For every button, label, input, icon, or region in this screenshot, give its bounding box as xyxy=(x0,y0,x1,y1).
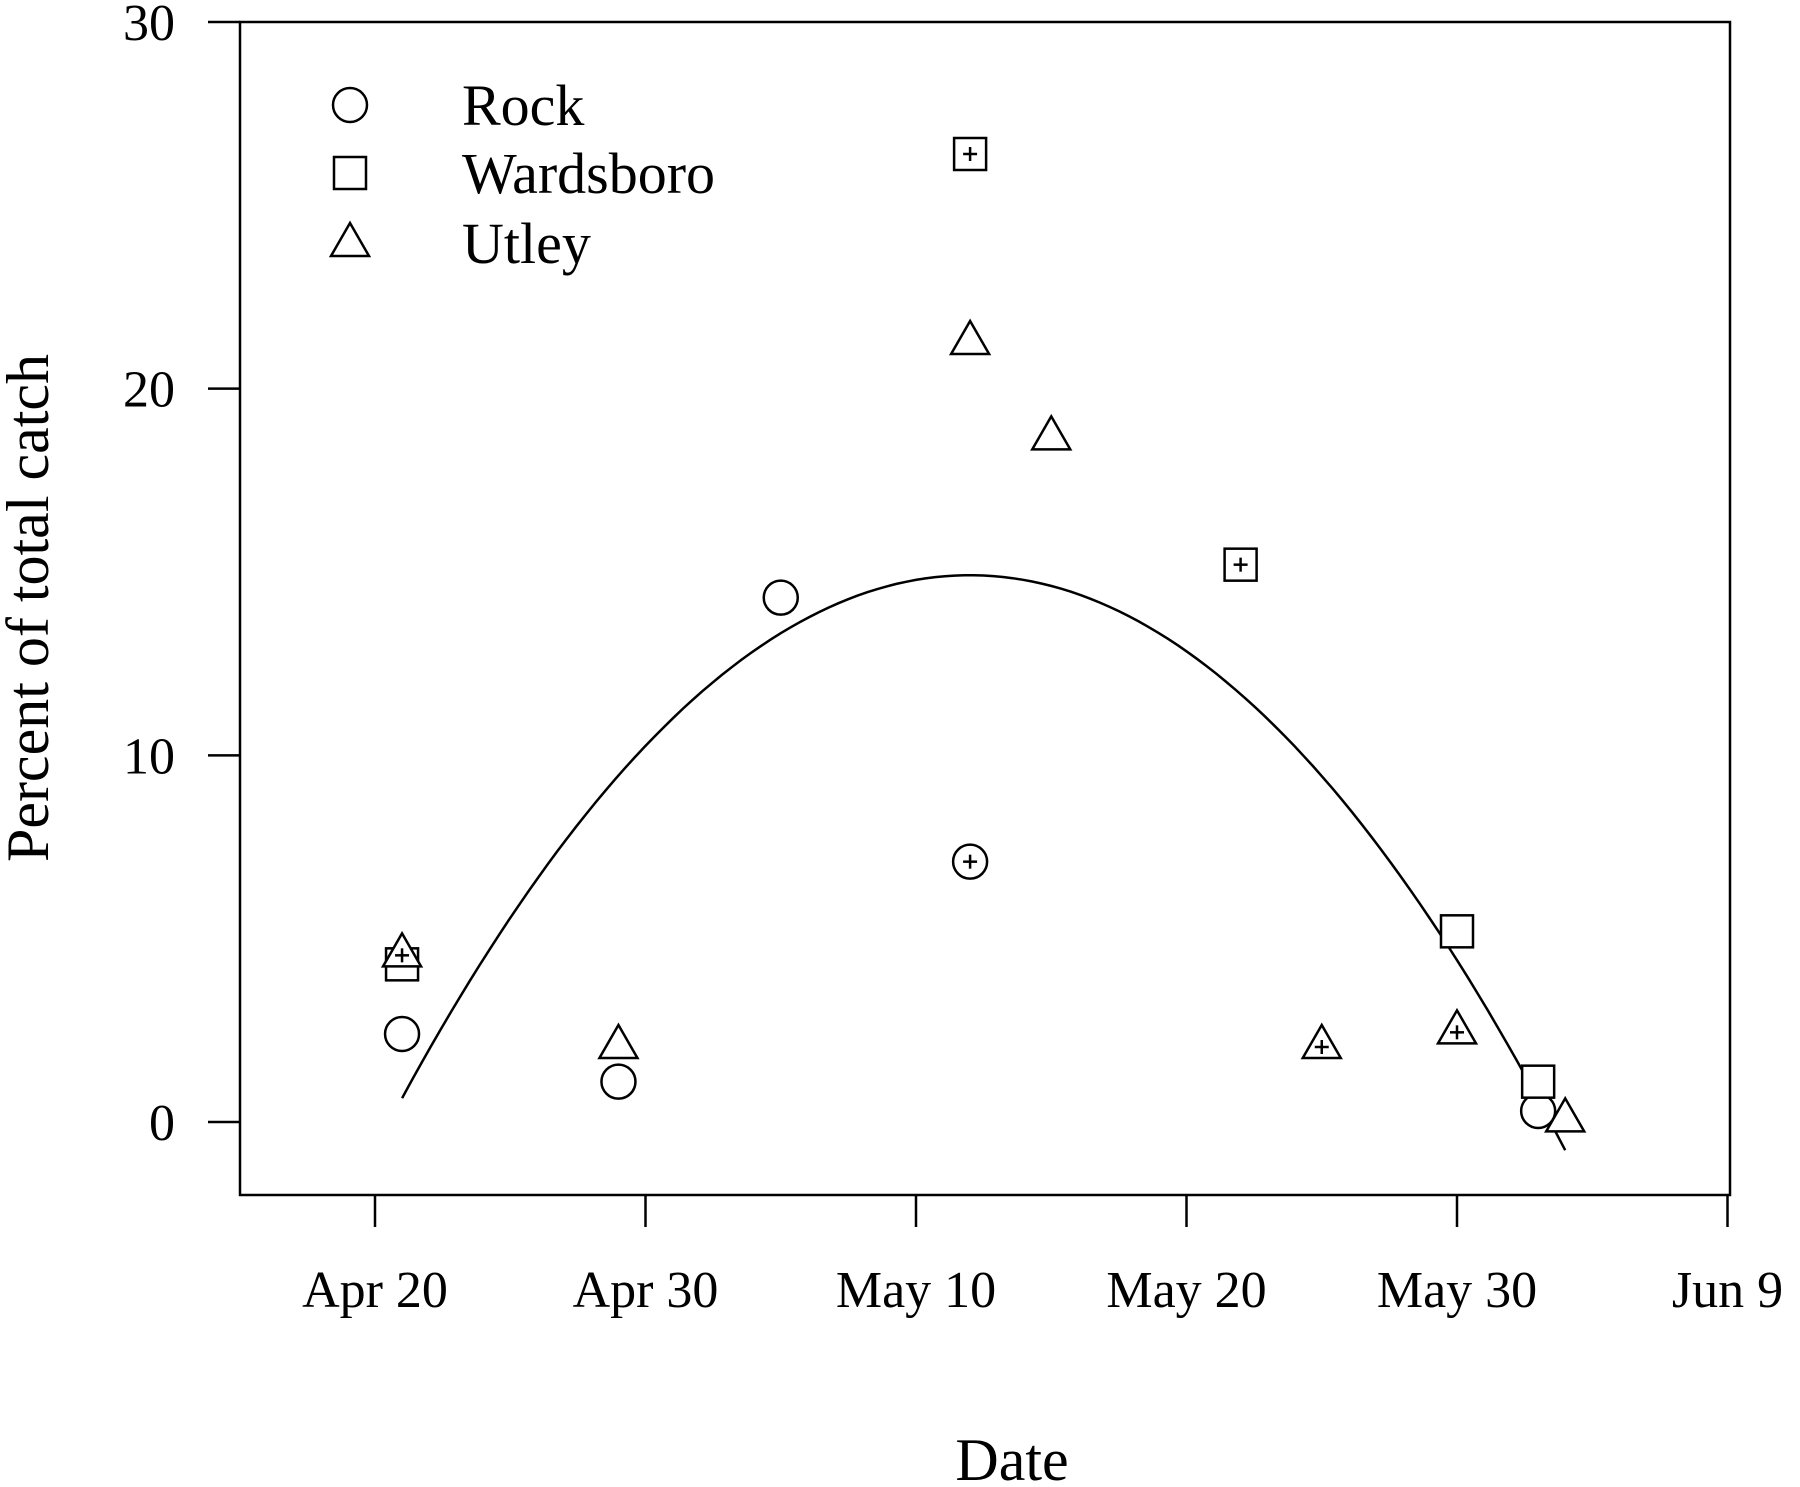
utley-point xyxy=(948,318,992,356)
x-axis: Apr 20 Apr 30 May 10 May 20 May 30 Jun 9 xyxy=(302,1195,1783,1319)
legend-wardsboro-label: Wardsboro xyxy=(462,141,715,206)
y-tick-label: 10 xyxy=(123,728,175,785)
wardsboro-point xyxy=(1520,1064,1556,1099)
fit-curve-layer xyxy=(401,573,1567,1151)
legend-utley-label: Utley xyxy=(462,211,591,276)
legend-utley-marker xyxy=(328,220,372,258)
plot-border xyxy=(238,20,1732,1197)
x-tick-label: May 10 xyxy=(836,1262,996,1319)
x-tick-label: Jun 9 xyxy=(1672,1262,1783,1319)
y-axis-title: Percent of total catch xyxy=(0,354,61,862)
rock-point xyxy=(383,1015,421,1053)
utley-point xyxy=(1544,1095,1587,1133)
wardsboro-point xyxy=(1439,914,1475,949)
x-tick-label: Apr 30 xyxy=(573,1262,719,1319)
x-axis-title: Date xyxy=(955,1427,1068,1487)
wardsboro-point xyxy=(952,136,988,172)
legend-rock-marker xyxy=(331,86,369,124)
legend-rock-label: Rock xyxy=(462,73,584,138)
x-tick-label: May 20 xyxy=(1106,1262,1266,1319)
utley-point xyxy=(1030,413,1073,451)
fit-curve xyxy=(401,573,1567,1151)
rock-point xyxy=(600,1063,637,1100)
y-tick-label: 0 xyxy=(149,1095,175,1152)
y-tick-label: 30 xyxy=(123,0,175,52)
data-points-layer xyxy=(380,136,1587,1133)
x-tick-label: May 30 xyxy=(1377,1262,1537,1319)
y-axis: 0 10 20 30 xyxy=(123,0,240,1152)
utley-point xyxy=(597,1022,640,1060)
plot-frame xyxy=(238,20,1732,1197)
y-tick-label: 20 xyxy=(123,362,175,419)
rock-point xyxy=(762,579,799,616)
legend-wardsboro-marker xyxy=(332,155,368,191)
x-tick-label: Apr 20 xyxy=(302,1262,448,1319)
